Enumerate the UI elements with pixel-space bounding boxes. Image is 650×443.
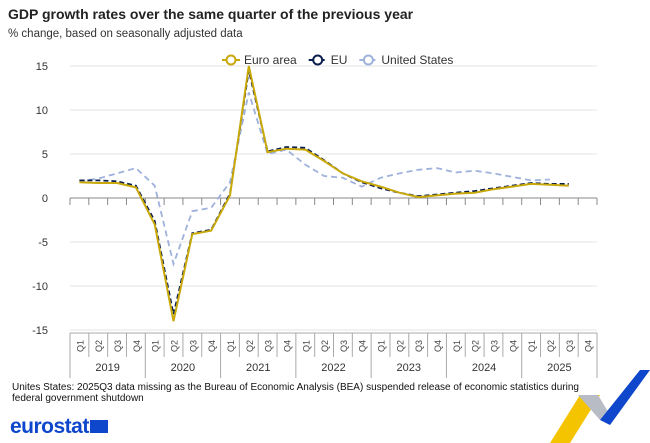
- x-quarter-label: Q3: [339, 340, 349, 352]
- x-year-label: 2023: [397, 362, 421, 374]
- chart-title: GDP growth rates over the same quarter o…: [8, 6, 414, 22]
- legend-marker-icon: [312, 54, 324, 66]
- eurostat-logo: eurostat: [10, 415, 89, 438]
- legend-label: EU: [331, 53, 348, 67]
- y-tick-label: 0: [42, 193, 48, 205]
- y-tick-label: -5: [38, 237, 48, 249]
- x-quarter-label: Q1: [452, 340, 462, 352]
- x-quarter-label: Q2: [395, 340, 405, 352]
- x-quarter-label: Q4: [433, 340, 443, 352]
- decorative-stripes: [550, 370, 650, 443]
- series-line-euro-area: [79, 65, 569, 322]
- x-quarter-label: Q2: [471, 340, 481, 352]
- legend-marker-icon: [362, 54, 374, 66]
- x-year-label: 2020: [171, 362, 195, 374]
- x-quarter-label: Q3: [113, 340, 123, 352]
- line-chart: 15 10 5 0 -5 -10 -15 Q1 Q2 Q3 Q4 Q1 Q2 Q3 Q4 Q1 Q2 Q3 Q4 Q1…: [32, 53, 598, 378]
- series-line-united-states: [79, 92, 550, 268]
- x-quarter-label: Q2: [94, 340, 104, 352]
- eu-flag-icon: [90, 420, 108, 433]
- x-quarter-label: Q3: [489, 340, 499, 352]
- x-quarter-label: Q4: [207, 340, 217, 352]
- y-tick-label: 10: [36, 105, 48, 117]
- legend-label: Euro area: [244, 53, 297, 67]
- x-quarter-label: Q1: [151, 340, 161, 352]
- x-quarter-label: Q3: [414, 340, 424, 352]
- y-tick-label: 5: [42, 149, 48, 161]
- x-quarter-label: Q1: [75, 340, 85, 352]
- x-year-label: 2024: [472, 362, 496, 374]
- x-quarter-label: Q4: [282, 340, 292, 352]
- x-quarter-label: Q4: [132, 340, 142, 352]
- footnote: Unites States: 2025Q3 data missing as th…: [12, 382, 579, 404]
- x-quarter-label: Q1: [527, 340, 537, 352]
- x-year-label: 2019: [95, 362, 119, 374]
- legend-label: United States: [381, 53, 453, 67]
- x-quarter-label: Q2: [170, 340, 180, 352]
- x-quarter-label: Q3: [565, 340, 575, 352]
- x-quarter-label: Q1: [377, 340, 387, 352]
- x-quarter-label: Q3: [264, 340, 274, 352]
- x-quarter-label: Q4: [358, 340, 368, 352]
- y-tick-label: -10: [32, 281, 48, 293]
- legend-marker-icon: [225, 54, 237, 66]
- x-year-label: 2025: [547, 362, 571, 374]
- y-tick-label: 15: [36, 61, 48, 73]
- x-quarter-label: Q4: [508, 340, 518, 352]
- chart-subtitle: % change, based on seasonally adjusted d…: [8, 28, 243, 40]
- x-quarter-label: Q1: [301, 340, 311, 352]
- x-quarter-label: Q2: [245, 340, 255, 352]
- x-quarter-label: Q4: [584, 340, 594, 352]
- series-line-eu: [79, 70, 569, 315]
- x-quarter-label: Q2: [320, 340, 330, 352]
- x-quarter-label: Q1: [226, 340, 236, 352]
- y-tick-label: -15: [32, 325, 48, 337]
- x-year-label: 2022: [321, 362, 345, 374]
- x-quarter-label: Q2: [546, 340, 556, 352]
- x-year-label: 2021: [246, 362, 270, 374]
- x-quarter-label: Q3: [188, 340, 198, 352]
